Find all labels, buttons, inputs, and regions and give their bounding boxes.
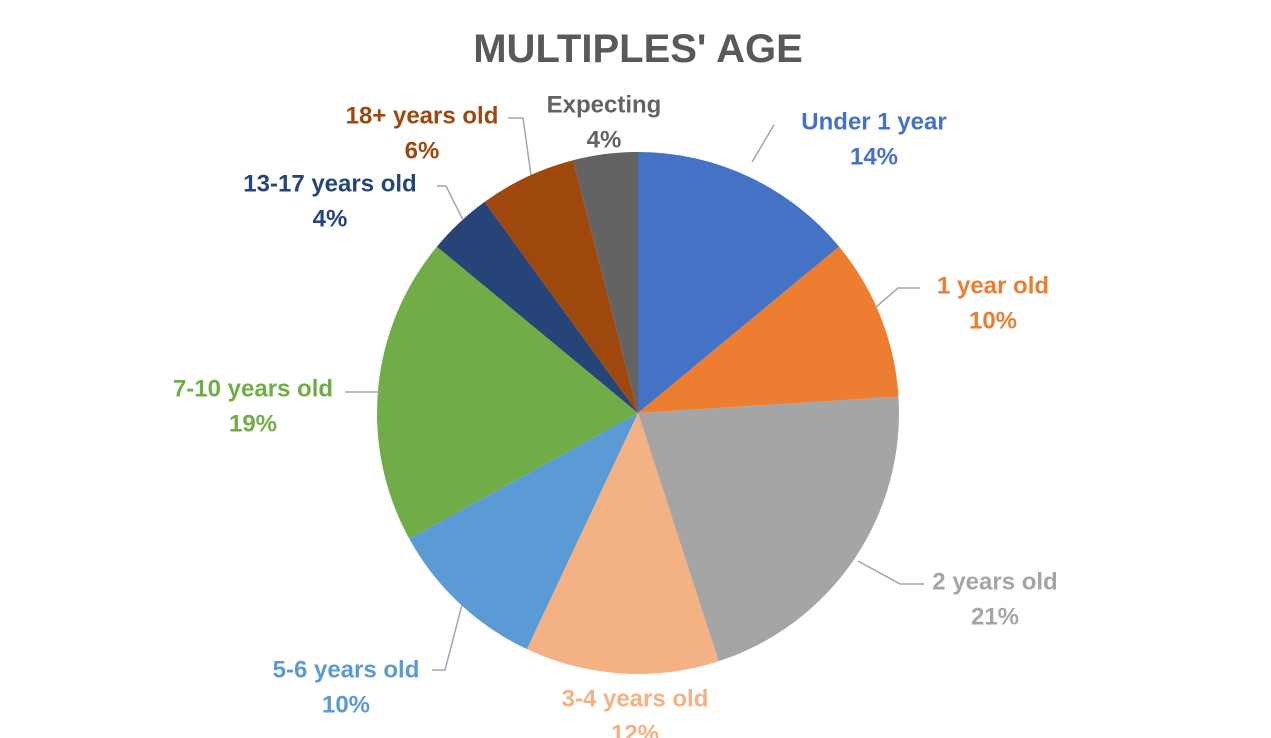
slice-label-5-6-years-old: 5-6 years old [273,656,420,683]
pie-slice-1-year-old [638,246,899,413]
slice-label-expecting: Expecting [547,91,662,118]
slice-label-13-17-years-old: 13-17 years old [243,170,416,197]
leader-lines [345,117,924,671]
slice-label-1-year-old: 1 year old [937,272,1049,299]
leader-line-1-year-old [874,287,920,309]
pie-slice-5-6-years-old [409,413,638,650]
slice-percent-under-1-year: 14% [850,143,898,170]
leader-line-under-1-year [751,124,775,163]
chart-title: MULTIPLES' AGE [473,27,803,71]
slice-percent-1-year-old: 10% [969,307,1017,334]
pie-slices [376,152,899,675]
pie-slice-expecting [573,152,638,413]
pie-slice-under-1-year [638,152,840,413]
leader-line-18-plus-years-old [508,117,532,176]
slice-percent-2-years-old: 21% [971,603,1019,630]
leader-line-2-years-old [857,560,924,585]
leader-line-13-17-years-old [437,185,464,221]
leader-line-5-6-years-old [432,604,463,671]
slice-label-18-plus-years-old: 18+ years old [346,102,499,129]
pie-slice-13-17-years-old [436,201,638,413]
slice-percent-18-plus-years-old: 6% [405,137,440,164]
slice-label-7-10-years-old: 7-10 years old [173,375,333,402]
slice-percent-expecting: 4% [587,126,622,153]
slice-label-3-4-years-old: 3-4 years old [562,685,709,712]
slice-percent-5-6-years-old: 10% [322,691,370,718]
slice-percent-7-10-years-old: 19% [229,410,277,437]
slice-percent-3-4-years-old: 12% [611,720,659,738]
slice-label-under-1-year: Under 1 year [801,108,946,135]
slice-percent-13-17-years-old: 4% [313,205,348,232]
slice-labels: Under 1 year 14% 1 year old 10% 2 years old 2… [173,91,1058,738]
pie-slice-3-4-years-old [526,413,719,675]
slice-label-2-years-old: 2 years old [932,568,1057,595]
pie-slice-18-plus-years-old [484,160,638,413]
pie-slice-7-10-years-old [376,246,638,539]
pie-slice-2-years-old [638,396,899,662]
